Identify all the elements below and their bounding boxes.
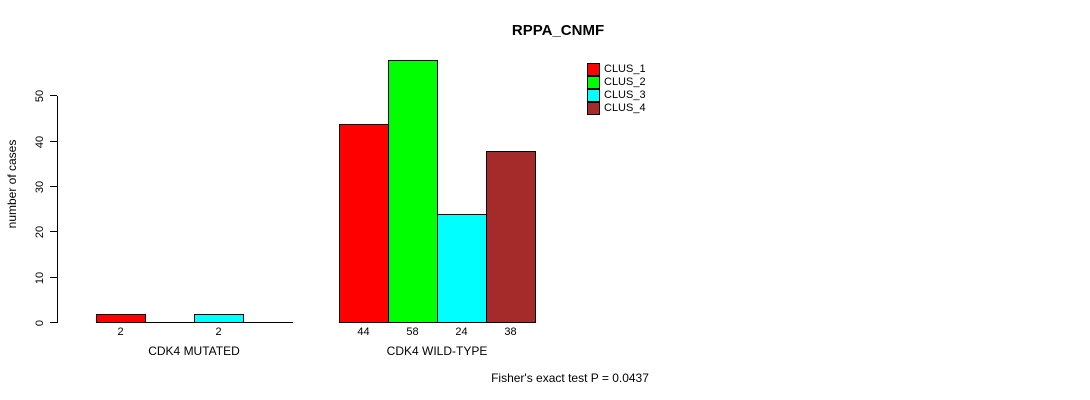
legend-swatch-clus_3 — [587, 89, 600, 102]
legend-label: CLUS_3 — [604, 89, 646, 101]
bar-value-label: 2 — [215, 326, 222, 338]
y-axis-line — [57, 96, 58, 323]
y-tick-label: 10 — [34, 271, 46, 285]
y-tick — [50, 141, 57, 142]
legend-swatch-clus_1 — [587, 63, 600, 76]
y-tick-label: 20 — [34, 225, 46, 239]
legend-item: CLUS_1 — [587, 63, 646, 76]
bar-CLUS_1-cdk4-mutated — [96, 314, 146, 323]
fisher-test-annotation: Fisher's exact test P = 0.0437 — [491, 371, 649, 385]
legend-item: CLUS_4 — [587, 102, 646, 115]
bar-value-label: 24 — [455, 326, 468, 338]
bar-value-label: 44 — [357, 326, 370, 338]
y-tick — [50, 277, 57, 278]
legend-label: CLUS_4 — [604, 102, 646, 114]
legend-item: CLUS_2 — [587, 76, 646, 89]
y-tick-label: 40 — [34, 135, 46, 149]
y-tick — [50, 95, 57, 96]
legend: CLUS_1 CLUS_2 CLUS_3 CLUS_4 — [587, 63, 646, 115]
bar-value-label: 38 — [504, 326, 517, 338]
chart-title: RPPA_CNMF — [511, 22, 605, 39]
bar-CLUS_2-cdk4-wild-type — [388, 60, 438, 323]
y-tick — [50, 231, 57, 232]
bar-CLUS_3-cdk4-wild-type — [437, 214, 487, 323]
bar-CLUS_3-cdk4-mutated — [194, 314, 244, 323]
legend-item: CLUS_3 — [587, 89, 646, 102]
y-axis-label: number of cases — [5, 139, 19, 229]
bar-value-label: 2 — [117, 326, 124, 338]
y-tick-label: 0 — [34, 319, 46, 327]
x-group-label-wildtype: CDK4 WILD-TYPE — [386, 344, 488, 358]
legend-swatch-clus_2 — [587, 76, 600, 89]
x-group-label-mutated: CDK4 MUTATED — [148, 344, 240, 358]
bar-CLUS_1-cdk4-wild-type — [339, 124, 389, 323]
bar-CLUS_4-cdk4-wild-type — [486, 151, 536, 323]
y-tick — [50, 322, 57, 323]
bar-value-label: 58 — [406, 326, 419, 338]
y-tick-label: 30 — [34, 180, 46, 194]
y-tick — [50, 186, 57, 187]
y-tick-label: 50 — [34, 89, 46, 103]
legend-label: CLUS_1 — [604, 63, 646, 75]
legend-swatch-clus_4 — [587, 102, 600, 115]
legend-label: CLUS_2 — [604, 76, 646, 88]
